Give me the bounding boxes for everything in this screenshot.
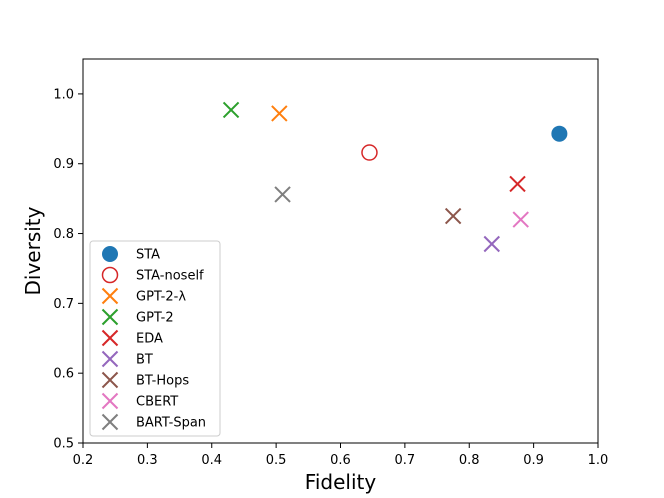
x-tick-label-5: 0.7 [395,453,416,468]
data-point-6-stroke-b [444,207,462,225]
legend-marker-5-stroke-b [101,350,119,368]
y-tick-label-2: 0.7 [53,297,74,312]
data-point-2-stroke-b [271,105,288,122]
y-tick-label-0: 0.5 [53,437,74,452]
x-axis-label: Fidelity [305,470,377,494]
x-tick-label-8: 1.0 [588,453,609,468]
axes-layer: 0.2 0.3 0.4 0.5 0.6 0.7 0.8 0.9 1.0 0.5 0.6 0.7 0.8 0… [21,58,609,494]
y-tick-label-5: 1.0 [53,87,74,102]
legend-label-0: STA [136,248,160,263]
legend-marker-4 [101,329,119,347]
data-point-8-stroke-b [274,186,291,203]
legend-box [89,240,221,437]
data-point-0 [551,125,568,142]
data-point-8 [274,186,291,203]
data-point-2 [271,105,288,122]
legend-label-7: CBERT [136,395,178,410]
data-point-5 [483,235,500,253]
data-point-4-stroke-b [509,175,526,193]
legend-marker-6 [101,371,119,389]
y-tick-label-4: 0.9 [53,157,74,172]
data-point-4 [509,175,526,193]
data-point-6 [444,207,462,225]
data-point-7-stroke-b [512,211,529,228]
legend-marker-7-stroke-b [101,392,119,410]
legend-marker-0 [102,246,118,262]
x-tick-label-6: 0.8 [459,453,480,468]
y-axis-label: Diversity [21,206,45,295]
data-point-1 [361,144,378,161]
data-point-3 [222,101,240,119]
x-tick-label-0: 0.2 [73,453,94,468]
data-point-7 [512,211,529,228]
x-tick-label-3: 0.5 [266,453,287,468]
legend-label-1: STA-noself [136,269,204,284]
legend-marker-3 [101,308,119,326]
legend-label-2: GPT-2-λ [136,290,186,305]
legend-label-5: BT [136,353,153,368]
legend-marker-7 [101,392,119,410]
x-tick-label-4: 0.6 [330,453,351,468]
legend-marker-1 [101,266,119,284]
plot-layer [222,101,568,253]
legend-label-3: GPT-2 [136,311,174,326]
x-tick-label-2: 0.4 [201,453,222,468]
x-tick-label-1: 0.3 [137,453,158,468]
y-tick-label-1: 0.6 [53,367,74,382]
legend-label-6: BT-Hops [136,374,189,389]
legend-marker-8-stroke-b [101,413,119,431]
data-point-3-stroke-b [222,101,240,119]
legend-marker-6-stroke-b [101,371,119,389]
legend-marker-5 [101,350,119,368]
legend-marker-4-stroke-b [101,329,119,347]
legend-label-8: BART-Span [136,416,206,431]
legend-marker-3-stroke-b [101,308,119,326]
legend: STA STA-noself GPT-2-λ GPT-2 EDA BT BT-Hops CBE… [89,240,221,437]
legend-marker-8 [101,413,119,431]
x-tick-label-7: 0.9 [523,453,544,468]
data-point-5-stroke-b [483,235,500,253]
legend-label-4: EDA [136,332,163,347]
y-tick-label-3: 0.8 [53,227,74,242]
legend-marker-2-stroke-b [101,287,119,305]
legend-marker-2 [101,287,119,305]
